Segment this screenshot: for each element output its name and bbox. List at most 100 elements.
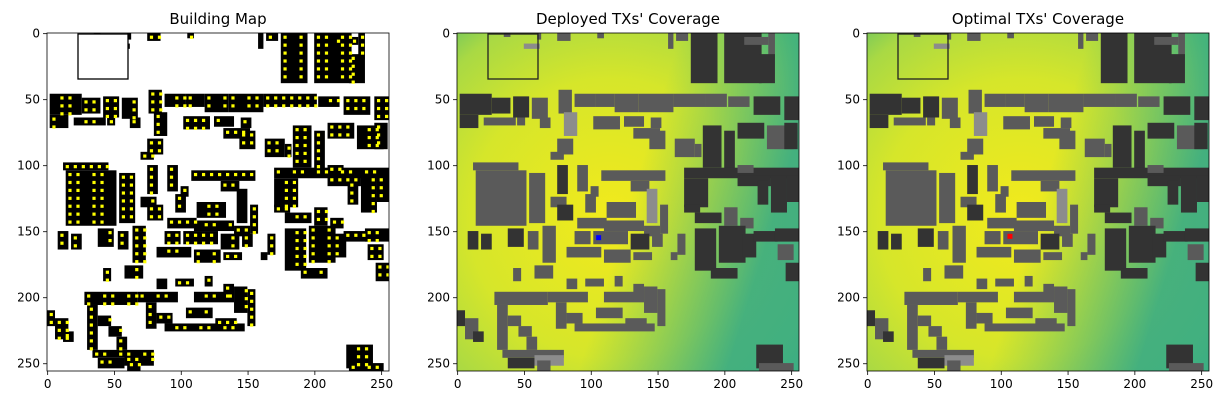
candidate-point <box>92 120 96 124</box>
candidate-point <box>350 183 354 187</box>
candidate-point <box>100 212 104 216</box>
building <box>917 315 932 327</box>
building <box>527 231 539 250</box>
building <box>904 291 958 305</box>
candidate-point <box>244 244 248 248</box>
candidate-point <box>201 172 206 177</box>
candidate-point <box>284 207 288 211</box>
building <box>1194 122 1208 150</box>
candidate-point <box>132 100 136 104</box>
candidate-point <box>362 99 366 103</box>
building <box>156 278 168 290</box>
candidate-point <box>100 220 104 224</box>
candidate-point <box>103 352 107 356</box>
candidate-layer <box>49 35 389 369</box>
candidate-point <box>378 265 382 269</box>
candidate-point <box>378 273 382 277</box>
candidate-point <box>151 154 155 158</box>
candidate-point <box>231 96 235 100</box>
candidate-point <box>121 191 126 195</box>
building <box>153 112 168 136</box>
candidate-point <box>231 183 235 187</box>
building <box>891 233 902 250</box>
building <box>984 323 1065 332</box>
candidate-point <box>275 149 279 153</box>
candidate-point <box>376 141 381 145</box>
candidate-point <box>351 64 355 68</box>
candidate-point <box>371 202 375 206</box>
building <box>467 231 479 250</box>
x-tick-label: 50 <box>517 377 532 391</box>
candidate-point <box>143 252 147 256</box>
candidate-point <box>68 212 72 216</box>
candidate-point <box>284 196 288 200</box>
candidate-point <box>169 175 174 179</box>
building <box>327 175 361 187</box>
candidate-point <box>68 180 72 185</box>
building <box>97 315 112 327</box>
building <box>960 196 977 208</box>
candidate-point <box>120 233 124 237</box>
building <box>183 231 218 245</box>
y-tick-label: 50 <box>845 93 860 107</box>
building <box>753 96 781 115</box>
y-tick-label: 100 <box>427 159 450 173</box>
building <box>1040 180 1060 192</box>
building <box>674 138 695 158</box>
candidate-point <box>298 104 302 108</box>
candidate-point <box>324 67 329 71</box>
building <box>1000 186 1009 197</box>
candidate-point <box>135 244 139 248</box>
candidate-point <box>100 172 104 177</box>
candidate-point <box>76 212 80 216</box>
candidate-point <box>132 116 136 120</box>
y-tick-label: 200 <box>837 291 860 305</box>
candidate-point <box>100 196 104 200</box>
building <box>473 162 519 171</box>
candidate-point <box>295 231 299 235</box>
candidate-point <box>250 133 254 137</box>
candidate-point <box>113 114 117 119</box>
building <box>597 33 604 39</box>
candidate-point <box>244 304 248 309</box>
candidate-point <box>183 326 187 330</box>
candidate-point <box>135 302 139 306</box>
building <box>1166 344 1193 369</box>
building <box>877 231 889 250</box>
candidate-point <box>81 165 85 169</box>
building <box>156 312 173 324</box>
candidate-point <box>340 59 345 63</box>
candidate-point <box>338 167 342 171</box>
building <box>258 33 264 49</box>
candidate-point <box>159 92 163 96</box>
building <box>1067 289 1076 327</box>
candidate-point <box>185 281 190 285</box>
candidate-point <box>346 133 350 137</box>
candidate-point <box>60 96 64 100</box>
candidate-point <box>250 291 254 295</box>
candidate-point <box>159 108 163 112</box>
building <box>1187 244 1204 261</box>
building <box>949 117 961 129</box>
building <box>606 202 637 218</box>
building <box>563 112 578 136</box>
candidate-point <box>207 278 211 282</box>
building <box>1194 96 1209 121</box>
x-tick-label: 50 <box>927 377 942 391</box>
candidate-point <box>252 223 256 227</box>
y-tick-label: 250 <box>17 357 40 371</box>
candidate-point <box>199 326 203 330</box>
building <box>1054 286 1068 313</box>
candidate-point <box>372 170 377 174</box>
building <box>574 231 591 245</box>
building <box>156 246 192 258</box>
candidate-point <box>157 207 162 211</box>
x-tick-label: 150 <box>1057 377 1080 391</box>
building <box>92 349 154 358</box>
candidate-point <box>149 167 154 171</box>
building <box>740 217 754 229</box>
building <box>593 231 628 245</box>
y-tick-label: 100 <box>17 159 40 173</box>
building <box>1048 93 1084 113</box>
